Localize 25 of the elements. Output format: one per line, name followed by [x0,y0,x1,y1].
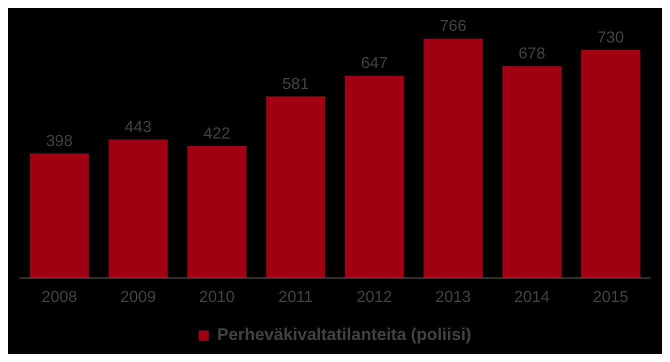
x-tick-label: 2009 [120,288,156,306]
x-tick-label: 2012 [356,288,392,306]
bar [187,146,246,278]
x-tick-label: 2011 [278,288,313,306]
bar [581,50,640,278]
x-tick-label: 2015 [592,288,629,306]
legend-label: Perheväkivaltatilanteita (poliisi) [217,325,472,344]
data-label: 422 [204,125,230,142]
bar [344,76,404,278]
data-label: 443 [124,118,152,136]
bar [108,139,168,278]
x-tick-label: 2014 [514,288,550,306]
bar [266,96,326,278]
bar [502,66,562,278]
data-label: 581 [282,76,310,93]
data-label: 647 [361,55,388,72]
x-tick-label: 2010 [199,288,235,306]
bar [30,154,89,278]
data-label: 398 [46,132,73,150]
data-label: 766 [440,18,467,36]
x-tick-label: 2013 [435,288,472,306]
data-label: 678 [518,46,546,62]
bar [424,38,483,278]
x-tick-label: 2008 [42,288,78,306]
data-label: 730 [597,29,624,46]
